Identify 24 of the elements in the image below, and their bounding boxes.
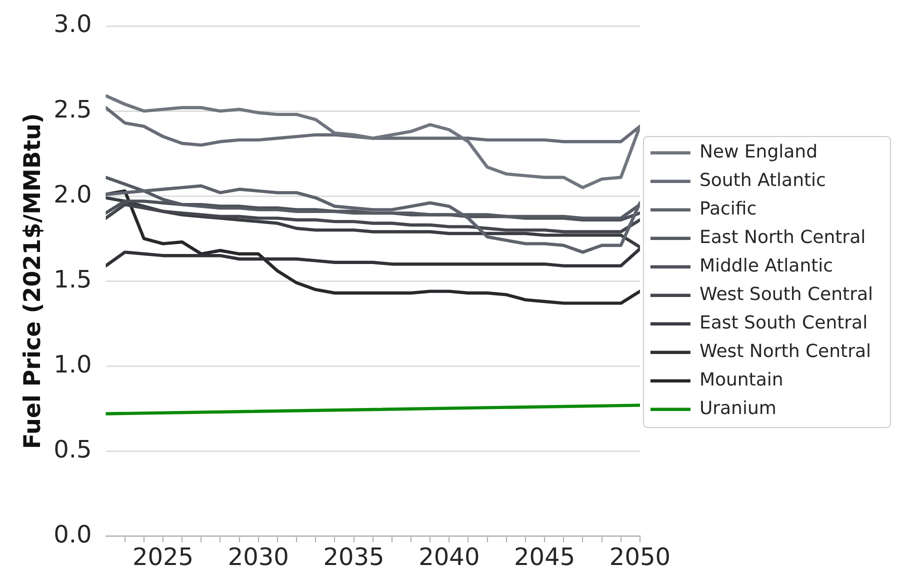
x-tick-label: 2030 xyxy=(228,542,289,571)
legend-label: South Atlantic xyxy=(699,170,826,192)
legend-label: East South Central xyxy=(699,312,868,334)
x-tick-label: 2025 xyxy=(132,542,194,571)
y-tick-label: 1.0 xyxy=(54,350,92,378)
x-tick-label: 2045 xyxy=(514,542,576,571)
legend-label: West South Central xyxy=(699,284,874,306)
legend-label: New England xyxy=(699,142,818,163)
y-tick-label: 0.0 xyxy=(54,520,92,548)
legend-label: Pacific xyxy=(699,198,757,220)
y-tick-label: 2.0 xyxy=(54,180,92,208)
legend-label: Uranium xyxy=(699,398,776,420)
legend-label: Mountain xyxy=(699,370,784,391)
x-tick-label: 2035 xyxy=(323,542,384,571)
legend-label: East North Central xyxy=(699,227,866,248)
y-tick-label: 2.5 xyxy=(54,95,92,124)
legend-label: Middle Atlantic xyxy=(699,256,834,277)
y-axis-title: Fuel Price (2021$/MMBtu) xyxy=(20,113,46,450)
x-tick-label: 2050 xyxy=(609,542,670,571)
x-tick-label: 2040 xyxy=(418,542,480,571)
y-tick-label: 0.5 xyxy=(54,435,92,464)
legend-label: West North Central xyxy=(699,341,872,362)
y-tick-label: 3.0 xyxy=(54,10,92,38)
y-tick-label: 1.5 xyxy=(54,265,92,294)
